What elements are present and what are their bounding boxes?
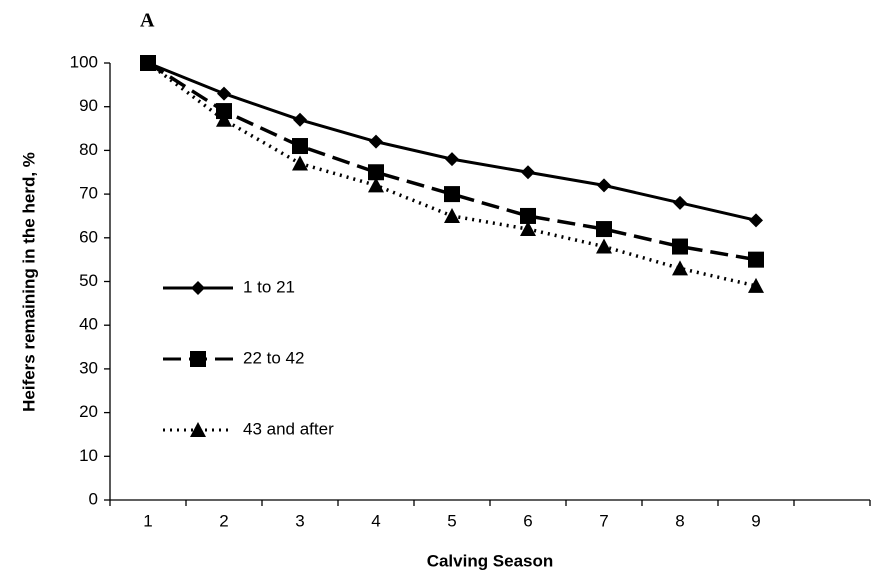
legend-marker (190, 422, 206, 437)
marker (520, 207, 536, 224)
x-axis-label: Calving Season (427, 551, 554, 570)
marker (748, 251, 764, 268)
marker (672, 260, 688, 276)
series-line (147, 61, 757, 262)
y-tick-label: 10 (79, 446, 98, 465)
x-tick-label: 2 (219, 511, 228, 530)
marker (596, 221, 612, 238)
marker (369, 134, 383, 149)
marker (521, 165, 535, 180)
y-tick-label: 20 (79, 402, 98, 421)
marker (596, 238, 612, 254)
y-tick-label: 100 (70, 52, 98, 71)
marker (748, 277, 764, 293)
marker (217, 86, 231, 101)
panel-label: A (140, 10, 155, 32)
y-axis-label: Heifers remaining in the herd, % (19, 152, 38, 412)
marker (749, 213, 763, 228)
y-tick-label: 30 (79, 358, 98, 377)
legend-label: 43 and after (243, 419, 334, 438)
marker (293, 112, 307, 127)
marker (368, 177, 384, 193)
y-tick-label: 50 (79, 271, 98, 290)
x-tick-label: 8 (675, 511, 684, 530)
x-tick-label: 1 (143, 511, 152, 530)
y-tick-label: 60 (79, 227, 98, 246)
y-tick-label: 0 (89, 489, 98, 508)
marker (140, 55, 156, 70)
y-tick-label: 80 (79, 140, 98, 159)
x-tick-label: 6 (523, 511, 532, 530)
x-tick-label: 5 (447, 511, 456, 530)
x-tick-label: 4 (371, 511, 380, 530)
legend-label: 1 to 21 (243, 277, 295, 296)
marker (520, 221, 536, 237)
y-tick-label: 40 (79, 315, 98, 334)
series-line (146, 61, 757, 288)
legend-marker (190, 351, 206, 367)
marker (444, 207, 460, 223)
marker (292, 138, 308, 155)
marker (292, 155, 308, 171)
y-tick-label: 70 (79, 184, 98, 203)
y-tick-label: 90 (79, 96, 98, 115)
legend-marker (191, 281, 205, 295)
marker (216, 103, 232, 120)
x-tick-label: 3 (295, 511, 304, 530)
marker (673, 195, 687, 210)
legend-label: 22 to 42 (243, 348, 304, 367)
marker (368, 164, 384, 181)
marker (672, 238, 688, 255)
marker (445, 152, 459, 167)
marker (444, 186, 460, 203)
x-tick-label: 9 (751, 511, 760, 530)
marker (216, 111, 232, 127)
x-tick-label: 7 (599, 511, 608, 530)
marker (597, 178, 611, 193)
